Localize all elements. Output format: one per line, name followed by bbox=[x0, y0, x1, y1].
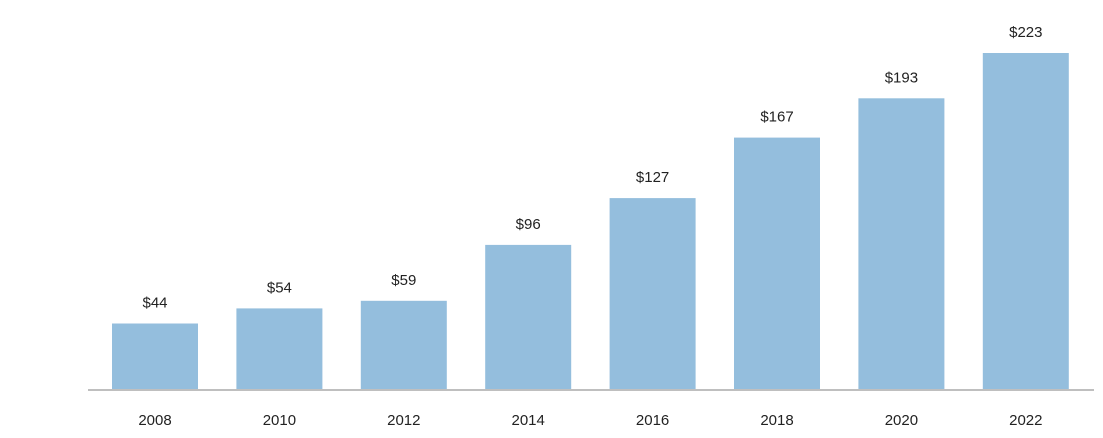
x-tick-label-2014: 2014 bbox=[512, 412, 545, 429]
x-tick-label-2008: 2008 bbox=[138, 412, 171, 429]
value-label-2010: $54 bbox=[267, 279, 292, 296]
value-labels-layer: $44 $54 $59 $96 $127 $167 $193 $223 bbox=[142, 24, 1042, 312]
x-tick-label-2020: 2020 bbox=[885, 412, 918, 429]
bar-2020 bbox=[858, 98, 945, 391]
x-tick-label-2012: 2012 bbox=[387, 412, 420, 429]
bar-2012 bbox=[360, 300, 447, 390]
bars-layer bbox=[112, 53, 1069, 391]
value-label-2014: $96 bbox=[516, 216, 541, 233]
value-label-2012: $59 bbox=[391, 272, 416, 289]
bar-2016 bbox=[609, 198, 696, 390]
bar-2014 bbox=[485, 244, 572, 390]
bar-2010 bbox=[236, 308, 323, 390]
value-label-2008: $44 bbox=[142, 295, 167, 312]
x-tick-label-2018: 2018 bbox=[760, 412, 793, 429]
value-label-2022: $223 bbox=[1009, 24, 1042, 41]
bar-2022 bbox=[982, 53, 1069, 390]
x-tick-labels-layer: 2008 2010 2012 2014 2016 2018 2020 2022 bbox=[138, 412, 1042, 429]
x-tick-label-2010: 2010 bbox=[263, 412, 296, 429]
bar-2008 bbox=[112, 323, 198, 390]
value-label-2016: $127 bbox=[636, 169, 669, 186]
bar-2018 bbox=[734, 137, 820, 390]
x-tick-label-2016: 2016 bbox=[636, 412, 669, 429]
x-tick-label-2022: 2022 bbox=[1009, 412, 1042, 429]
value-label-2020: $193 bbox=[885, 69, 918, 86]
value-label-2018: $167 bbox=[760, 109, 793, 126]
